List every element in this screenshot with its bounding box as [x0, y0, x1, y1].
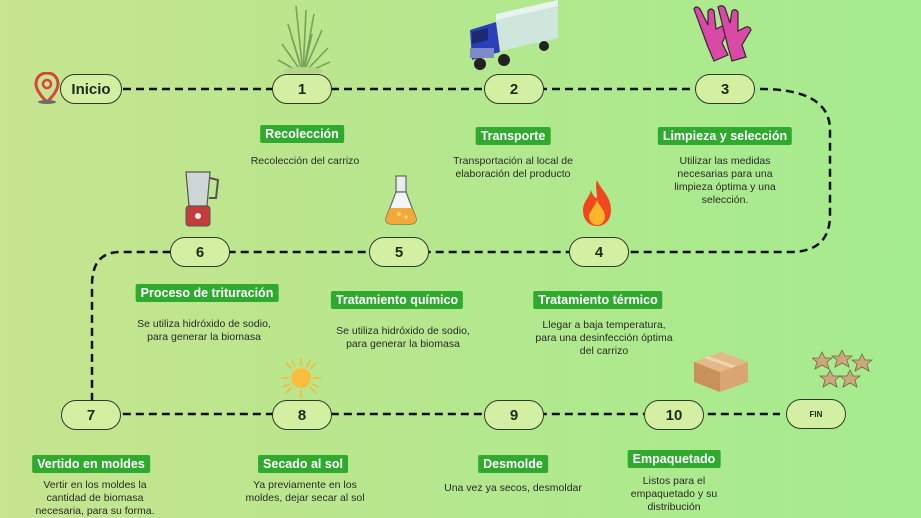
fire-icon — [583, 180, 611, 226]
step-node-1: 1 — [272, 74, 332, 104]
flask-icon — [385, 175, 417, 225]
step-node-5: 5 — [369, 237, 429, 267]
dashed-path-line — [90, 87, 832, 416]
step-desc-3: Utilizar las medidas necesarias para una… — [674, 155, 776, 206]
step-node-7: 7 — [61, 400, 121, 430]
step-title-6: Proceso de trituración — [135, 284, 279, 302]
blender-icon — [185, 171, 220, 227]
step-node-6: 6 — [170, 237, 230, 267]
cardboard-box-icon — [694, 352, 748, 392]
grass-icon — [277, 5, 331, 74]
location-pin-icon — [34, 72, 60, 104]
step-node-9: 9 — [484, 400, 544, 430]
step-desc-4: Llegar a baja temperatura, para una desi… — [535, 319, 673, 357]
step-title-9: Desmolde — [478, 455, 548, 473]
step-title-8: Secado al sol — [258, 455, 348, 473]
start-node: Inicio — [60, 74, 122, 104]
step-title-4: Tratamiento térmico — [533, 291, 663, 309]
step-title-1: Recolección — [260, 125, 344, 143]
sun-icon — [281, 358, 321, 398]
step-desc-2: Transportación al local de elaboración d… — [453, 155, 573, 180]
step-desc-5: Se utiliza hidróxido de sodio, para gene… — [336, 325, 470, 350]
step-desc-1: Recolección del carrizo — [250, 155, 360, 167]
step-node-10: 10 — [644, 400, 704, 430]
step-title-7: Vertido en moldes — [32, 455, 150, 473]
step-title-10: Empaquetado — [627, 450, 721, 468]
end-node: FIN — [786, 399, 846, 429]
star-shaped-blocks-icon — [812, 350, 874, 388]
step-desc-6: Se utiliza hidróxido de sodio, para gene… — [137, 318, 271, 343]
truck-icon — [470, 0, 558, 70]
step-desc-9: Una vez ya secos, desmoldar — [444, 482, 582, 494]
step-node-4: 4 — [569, 237, 629, 267]
step-desc-8: Ya previamente en los moldes, dejar seca… — [245, 479, 365, 504]
step-node-8: 8 — [272, 400, 332, 430]
step-node-2: 2 — [484, 74, 544, 104]
step-node-3: 3 — [695, 74, 755, 104]
step-desc-7: Vertir en los moldes la cantidad de biom… — [35, 479, 155, 517]
step-title-2: Transporte — [475, 127, 551, 145]
gloves-icon — [693, 5, 752, 62]
step-title-5: Tratamiento químico — [330, 291, 464, 309]
step-title-3: Limpieza y selección — [657, 127, 793, 145]
step-desc-10: Listos para el empaquetado y su distribu… — [630, 475, 718, 513]
